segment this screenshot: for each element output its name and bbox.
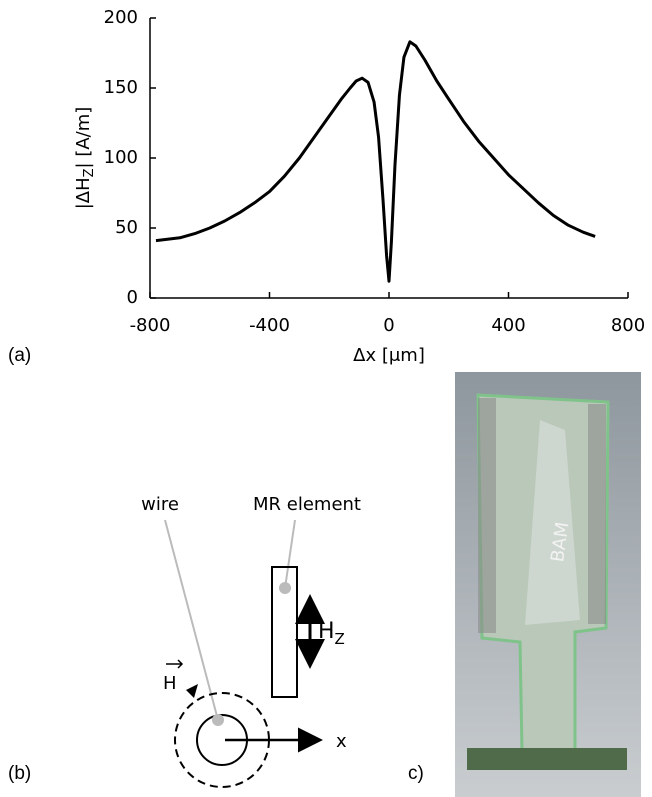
panel-label: (a)	[8, 345, 31, 366]
vector-arrow	[166, 660, 182, 668]
x-tick-label: -800	[130, 315, 171, 336]
dot	[212, 714, 224, 726]
y-tick-label: 100	[104, 147, 138, 168]
y-label-sub: Z	[82, 168, 97, 177]
pins	[478, 398, 496, 633]
y-label-part: | [A/m]	[73, 107, 94, 169]
photo: BAM	[455, 372, 641, 797]
pins	[588, 404, 606, 624]
y-tick-label: 50	[115, 217, 138, 238]
hz-main: H	[318, 619, 335, 644]
x-tick-label: -400	[249, 315, 290, 336]
hz-label: HZ	[318, 619, 345, 648]
pointer	[285, 520, 295, 588]
diagram: wire MR element HZ x H	[141, 494, 361, 787]
x-axis-label: Δx [μm]	[353, 345, 425, 366]
wire-label: wire	[141, 494, 179, 515]
h-arrowhead	[186, 684, 198, 698]
x-tick-label: 400	[491, 315, 525, 336]
line	[156, 42, 595, 281]
y-tick-label: 150	[104, 77, 138, 98]
base	[467, 748, 627, 770]
y-tick-label: 200	[104, 7, 138, 28]
mr-label: MR element	[253, 494, 361, 515]
x-tick-label: 800	[611, 315, 645, 336]
x-label: x	[336, 731, 347, 752]
y-tick-label: 0	[127, 287, 138, 308]
panel-label: c)	[408, 763, 424, 784]
figure: (a) (b) c) Δx [μm] |ΔHZ| [A/m] wire MR e…	[0, 0, 652, 797]
y-axis-label: |ΔHZ| [A/m]	[73, 107, 97, 210]
panel-label: (b)	[8, 763, 31, 784]
y-label-part: |ΔH	[73, 177, 94, 209]
x-tick-label: 0	[383, 315, 394, 336]
hz-sub: Z	[335, 630, 345, 648]
h-label: H	[163, 673, 177, 694]
dot	[279, 582, 291, 594]
